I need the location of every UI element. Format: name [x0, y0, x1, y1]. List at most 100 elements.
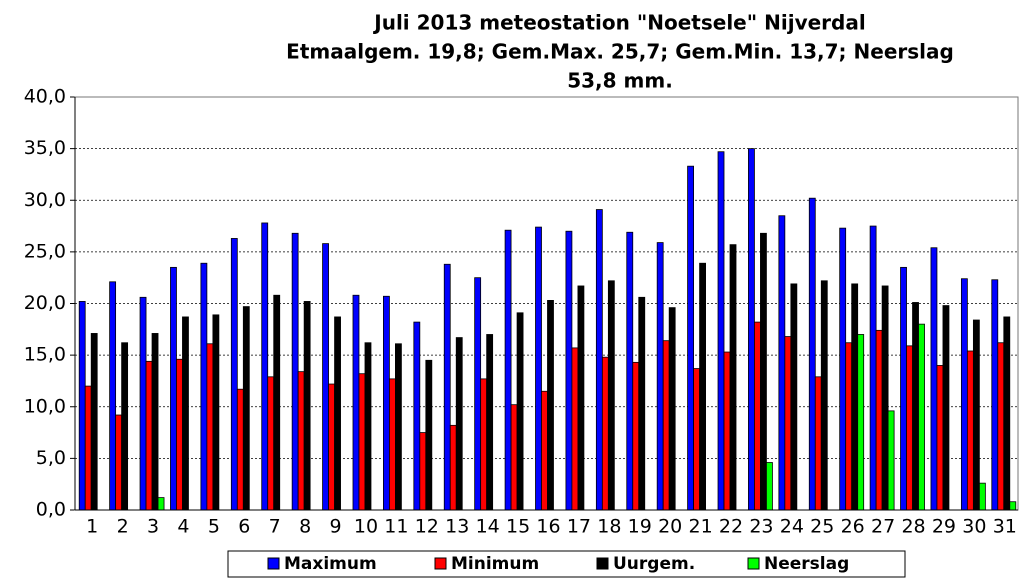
bar	[261, 222, 269, 511]
bar	[1003, 316, 1011, 511]
x-tick-label: 30	[962, 516, 986, 538]
bar	[875, 329, 883, 511]
bar	[547, 300, 554, 511]
bar	[455, 337, 463, 511]
bar	[328, 383, 335, 511]
x-tick-label: 19	[628, 516, 652, 538]
bar	[766, 462, 773, 511]
x-tick-label: 9	[330, 516, 342, 538]
bar	[303, 301, 311, 511]
bar	[565, 230, 573, 511]
bar	[419, 432, 427, 511]
bar	[991, 279, 999, 511]
bar	[784, 336, 792, 511]
bar	[577, 285, 585, 511]
x-tick-label: 22	[719, 516, 743, 538]
bar	[960, 278, 968, 511]
bar	[918, 323, 925, 511]
y-tick-label: 40,0	[24, 86, 66, 108]
legend-label: Neerslag	[764, 554, 849, 574]
legend-label: Uurgem.	[613, 554, 695, 574]
bar	[760, 232, 767, 511]
bar	[90, 333, 98, 511]
x-tick-label: 2	[117, 516, 129, 538]
bar	[595, 209, 603, 511]
x-tick-label: 24	[780, 516, 804, 538]
bar	[151, 333, 159, 511]
legend-swatch	[596, 557, 609, 570]
bar	[626, 231, 634, 511]
bar	[839, 227, 847, 511]
bar	[754, 321, 761, 511]
legend-swatch	[747, 557, 760, 570]
bar	[413, 321, 421, 511]
x-tick-label: 8	[299, 516, 311, 538]
legend-label: Minimum	[451, 554, 539, 574]
bar	[297, 371, 305, 511]
bar	[474, 277, 482, 511]
bar	[656, 242, 664, 511]
bar	[389, 378, 396, 511]
bar	[510, 404, 518, 511]
legend-box	[227, 550, 906, 578]
bar	[383, 295, 390, 511]
x-tick-label: 10	[354, 516, 378, 538]
bar	[966, 350, 974, 511]
bar	[535, 226, 542, 511]
bar	[322, 243, 329, 511]
bar	[912, 302, 919, 511]
bar	[480, 378, 488, 511]
x-tick-label: 17	[567, 516, 591, 538]
bar	[972, 319, 980, 511]
x-tick-label: 7	[269, 516, 281, 538]
bar	[930, 247, 938, 511]
bar	[717, 151, 725, 511]
bar	[291, 232, 299, 511]
bar	[906, 345, 913, 511]
bar	[723, 351, 731, 511]
bar	[778, 215, 786, 511]
bar	[845, 342, 853, 511]
bar	[78, 301, 86, 511]
x-tick-label: 28	[901, 516, 925, 538]
bar	[1009, 501, 1017, 511]
bar	[668, 307, 676, 511]
bar	[997, 342, 1005, 511]
x-tick-label: 25	[810, 516, 834, 538]
bar	[84, 385, 92, 511]
bar	[632, 361, 640, 511]
bar	[170, 266, 177, 511]
legend-label: Maximum	[284, 554, 377, 574]
bar	[449, 424, 457, 511]
bar	[601, 356, 609, 511]
x-tick-label: 21	[689, 516, 713, 538]
bar	[273, 294, 281, 511]
bar	[571, 347, 579, 511]
bar	[157, 497, 165, 511]
bar	[334, 316, 341, 511]
y-tick-label: 10,0	[24, 395, 66, 417]
y-tick-label: 15,0	[24, 344, 66, 366]
bar	[206, 343, 214, 511]
bar	[662, 340, 670, 511]
bar	[443, 263, 451, 511]
y-tick-label: 25,0	[24, 240, 66, 262]
bar	[808, 197, 816, 511]
bar	[881, 285, 889, 511]
x-tick-label: 20	[658, 516, 682, 538]
bar	[486, 334, 494, 511]
bar	[978, 482, 986, 511]
bar	[109, 281, 117, 511]
bar	[820, 280, 828, 511]
bar	[541, 390, 548, 511]
bar	[729, 244, 737, 511]
bar	[699, 262, 706, 511]
bar	[395, 343, 402, 511]
bar	[851, 283, 859, 511]
bar	[425, 359, 433, 511]
bar	[516, 312, 524, 511]
bar	[942, 305, 950, 511]
bar	[607, 280, 615, 511]
bar	[358, 373, 366, 511]
